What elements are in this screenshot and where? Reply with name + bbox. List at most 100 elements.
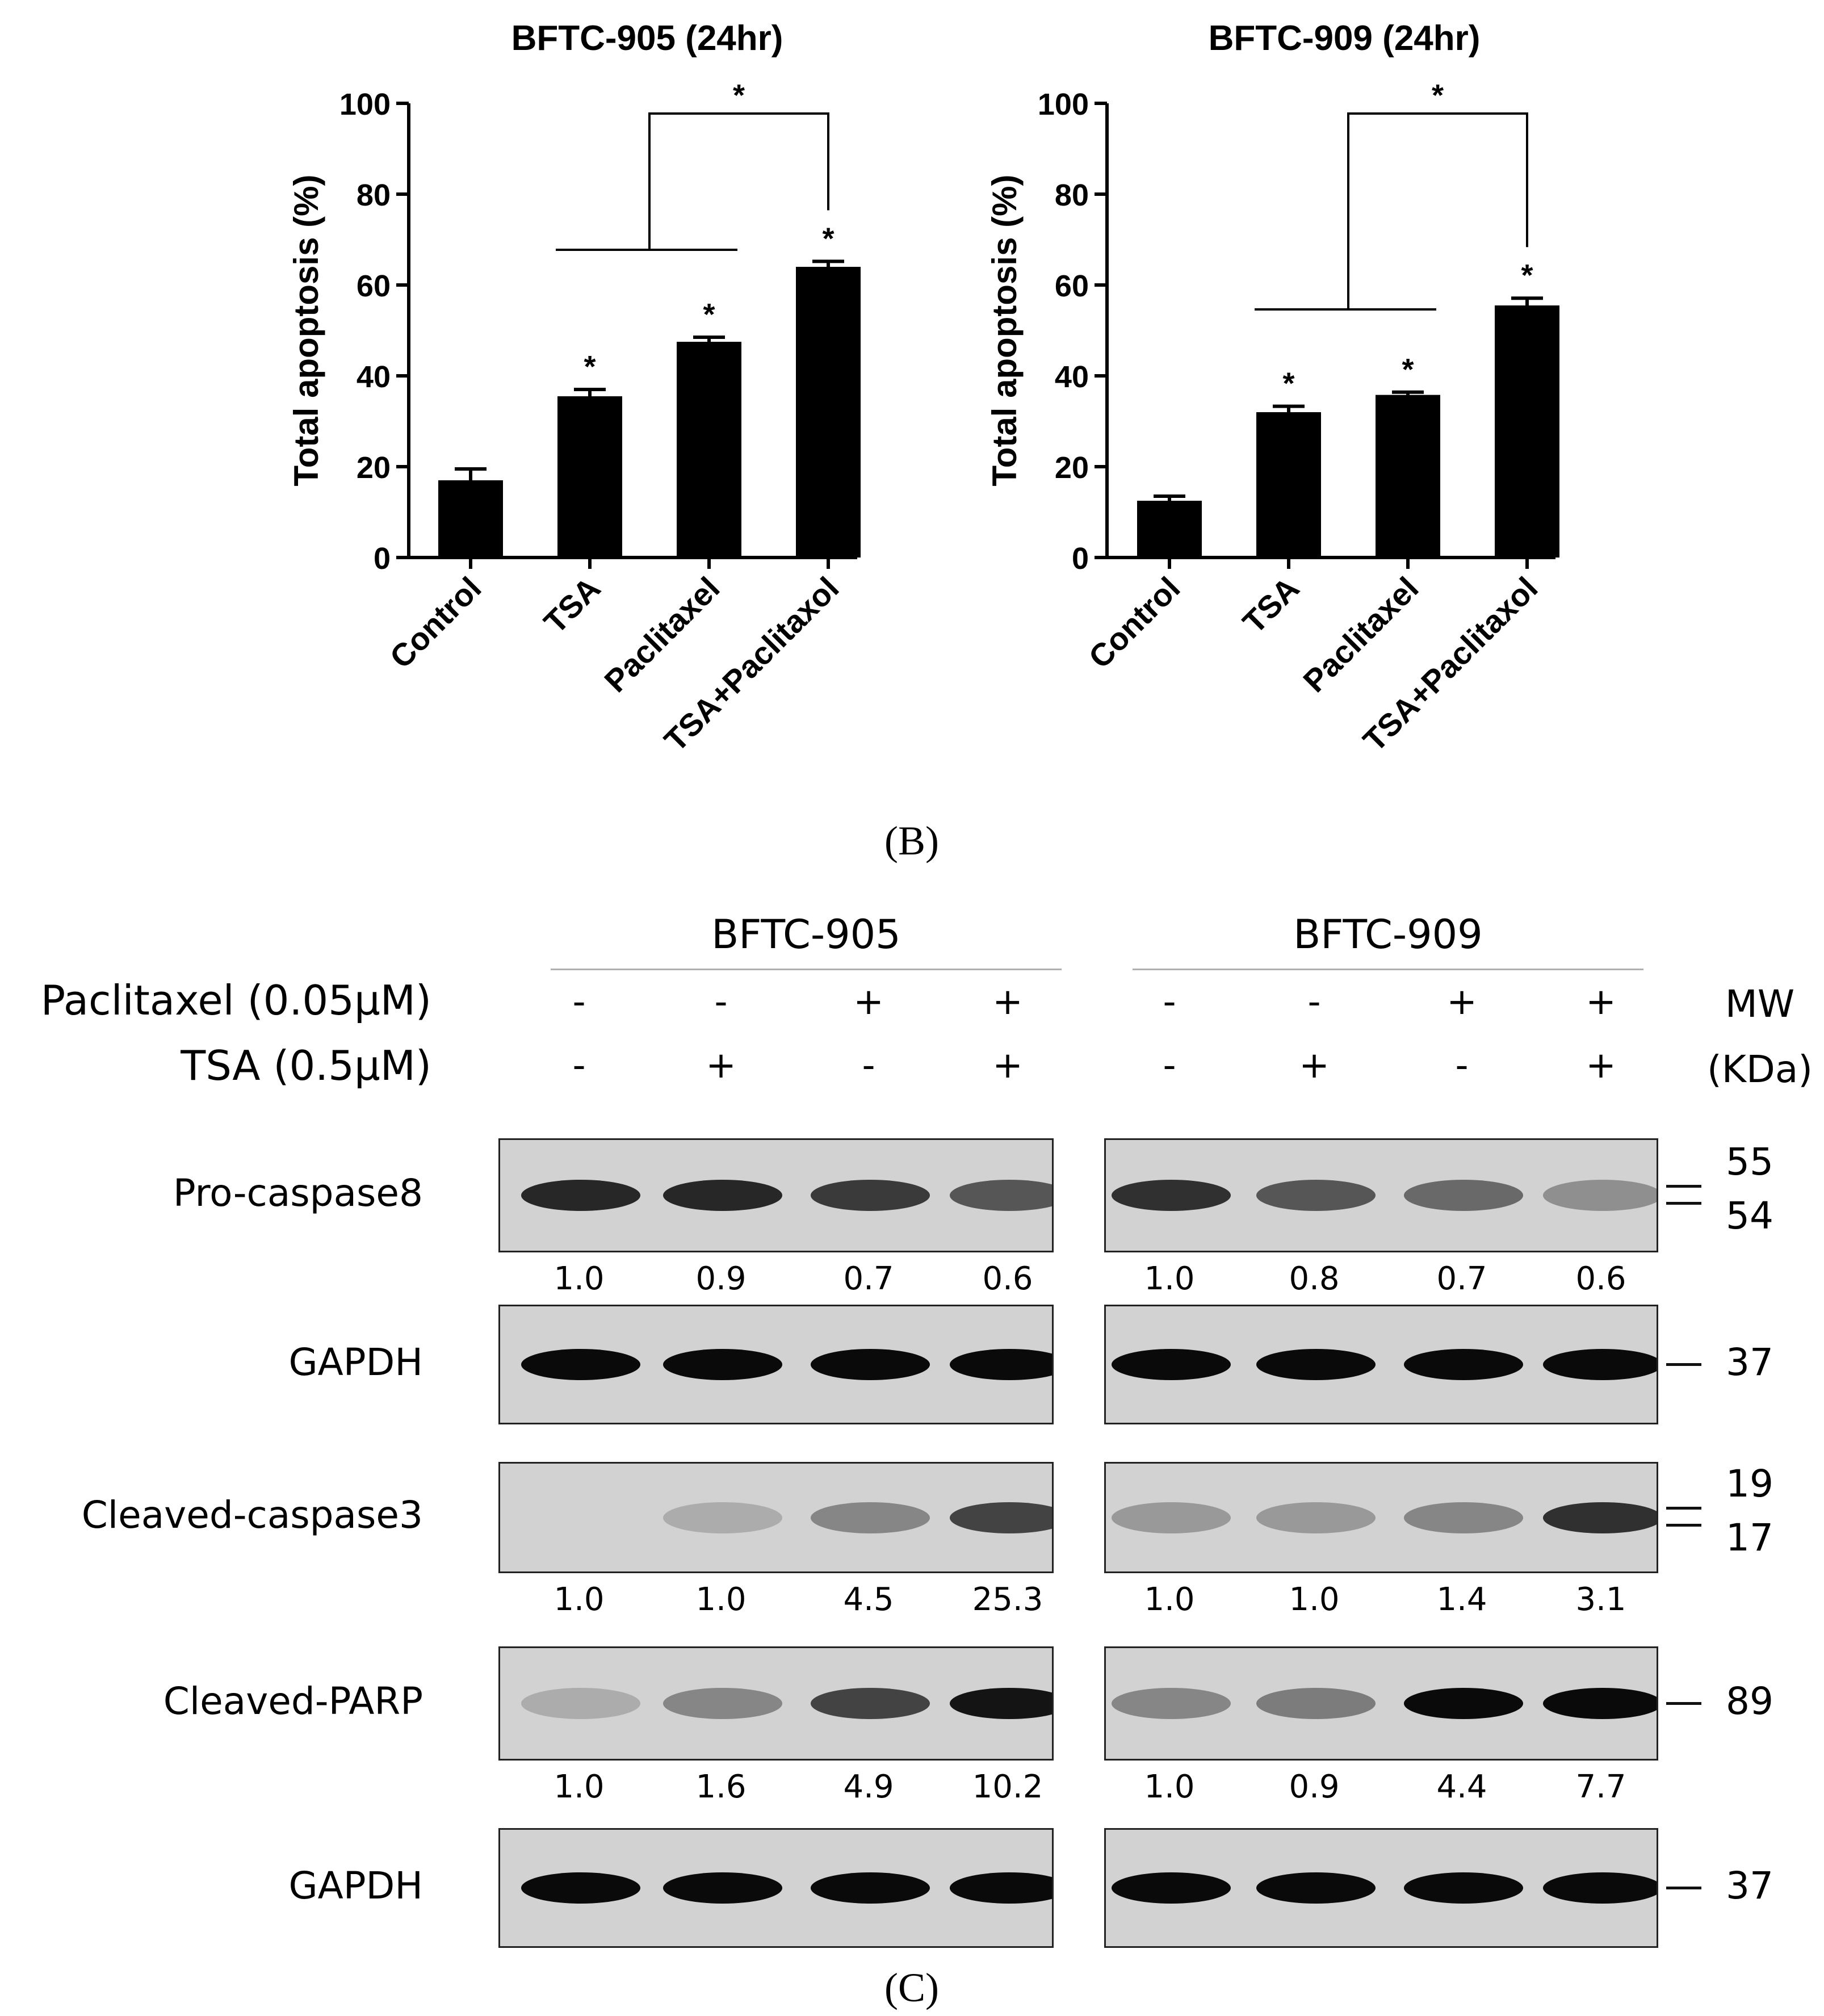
band-quantification: 1.0 [1144,1768,1195,1805]
category-label: TSA [537,570,607,640]
mw-marker-dash [1666,1184,1701,1188]
band-quantification: 0.8 [1289,1260,1340,1297]
bar [1256,412,1321,558]
chart-title: BFTC-909 (24hr) [1209,19,1481,58]
protein-band [950,1872,1052,1904]
protein-band [1112,1180,1231,1211]
treatment-sign: - [1163,1045,1176,1087]
tsa-label: TSA (0.5μM) [181,1042,431,1089]
blot-strip [1104,1462,1658,1573]
y-axis-label: Total apoptosis (%) [986,175,1024,487]
band-quantification: 4.9 [843,1768,894,1805]
panel-b-label: (B) [884,818,939,864]
mw-marker-value: 19 [1726,1462,1773,1506]
protein-band [950,1688,1052,1719]
protein-band [663,1502,782,1533]
band-quantification: 1.0 [1144,1260,1195,1297]
protein-band [663,1349,782,1380]
category-label: Control [383,570,488,675]
band-quantification: 1.0 [695,1581,747,1618]
blot-strip [1104,1646,1658,1761]
protein-band [1112,1349,1231,1380]
protein-band [811,1180,930,1211]
protein-band [663,1872,782,1904]
y-tick-label: 20 [1055,451,1089,485]
treatment-sign: - [572,981,586,1023]
protein-band [1256,1180,1376,1211]
protein-band [521,1349,640,1380]
mw-marker-value: 54 [1726,1193,1773,1238]
treatment-sign: + [1299,1045,1330,1087]
mw-marker-dash [1666,1886,1701,1889]
treatment-sign: - [1455,1045,1469,1087]
significance-star: * [1282,367,1294,401]
band-quantification: 1.0 [1289,1581,1340,1618]
comparison-bracket [1347,112,1528,309]
protein-band [1404,1349,1523,1380]
treatment-sign: + [1586,981,1616,1023]
cell-line-header-bftc909: BFTC-909 [1293,911,1483,958]
band-quantification: 0.7 [1436,1260,1487,1297]
protein-band [1404,1688,1523,1719]
blot-strip [498,1462,1054,1573]
protein-band [1543,1872,1657,1904]
band-quantification: 7.7 [1575,1768,1626,1805]
bar [796,267,861,558]
significance-star: * [1402,353,1414,387]
significance-star: * [1521,258,1533,292]
protein-band [811,1872,930,1904]
bar [1376,395,1440,558]
band-quantification: 4.4 [1436,1768,1487,1805]
significance-star: * [703,297,715,332]
mw-marker-value: 37 [1726,1863,1773,1908]
band-quantification: 10.2 [972,1768,1043,1805]
cell-line-rule-bftc909 [1133,969,1643,970]
band-quantification: 0.6 [1575,1260,1626,1297]
protein-band [1543,1349,1657,1380]
significance-star: * [822,221,834,255]
treatment-sign: + [992,981,1023,1023]
protein-band [950,1349,1052,1380]
y-tick-label: 60 [1055,269,1089,303]
band-quantification: 0.9 [695,1260,747,1297]
bar [438,480,503,558]
category-label: Control [1081,570,1186,675]
bar [557,396,622,558]
y-tick-label: 80 [357,178,391,212]
protein-band [1112,1502,1231,1533]
blot-strip [498,1828,1054,1948]
bar [1137,501,1202,558]
protein-band [663,1180,782,1211]
treatment-sign: - [714,981,728,1023]
protein-label: GAPDH [288,1340,423,1384]
band-quantification: 1.6 [695,1768,747,1805]
protein-band [1112,1688,1231,1719]
y-axis-label: Total apoptosis (%) [287,175,325,487]
blot-strip [498,1305,1054,1424]
protein-band [521,1872,640,1904]
y-tick-label: 100 [1038,87,1089,121]
band-quantification: 3.1 [1575,1581,1626,1618]
mw-marker-dash [1666,1524,1701,1527]
protein-band [1404,1872,1523,1904]
bracket-star: * [733,78,745,112]
treatment-sign: + [1446,981,1477,1023]
protein-label: Cleaved-caspase3 [81,1493,423,1537]
y-tick-label: 40 [357,360,391,394]
mw-marker-dash [1666,1701,1701,1705]
y-tick-label: 80 [1055,178,1089,212]
treatment-sign: + [992,1045,1023,1087]
y-tick-label: 0 [374,542,391,576]
y-tick-label: 40 [1055,360,1089,394]
panel-c-label: (C) [884,1965,939,2010]
blot-strip [1104,1138,1658,1252]
band-quantification: 1.0 [1144,1581,1195,1618]
treatment-sign: - [572,1045,586,1087]
protein-band [1256,1349,1376,1380]
protein-band [1256,1502,1376,1533]
protein-band [811,1502,930,1533]
mw-marker-dash [1666,1363,1701,1366]
cell-line-header-bftc905: BFTC-905 [711,911,901,958]
band-quantification: 0.7 [843,1260,894,1297]
mw-marker-value: 17 [1726,1516,1773,1560]
